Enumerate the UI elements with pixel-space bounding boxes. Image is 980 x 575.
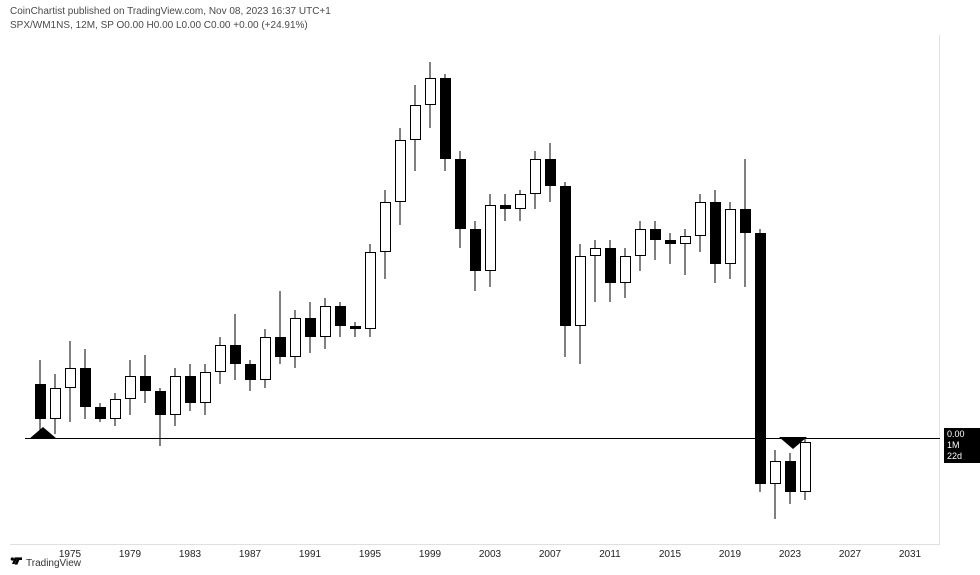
- tradingview-logo-icon: [10, 557, 22, 569]
- candle: [425, 35, 436, 529]
- candle: [545, 35, 556, 529]
- candle: [395, 35, 406, 529]
- candle: [620, 35, 631, 529]
- x-tick: 1983: [179, 549, 201, 560]
- candle: [560, 35, 571, 529]
- x-tick: 2027: [839, 549, 861, 560]
- x-tick: 1987: [239, 549, 261, 560]
- candle: [95, 35, 106, 529]
- candle: [725, 35, 736, 529]
- candle: [185, 35, 196, 529]
- candle: [455, 35, 466, 529]
- candle: [335, 35, 346, 529]
- symbol-info: SPX/WM1NS, 12M, SP O0.00 H0.00 L0.00 C0.…: [10, 20, 308, 31]
- candle: [500, 35, 511, 529]
- candle: [80, 35, 91, 529]
- candle: [650, 35, 661, 529]
- candle: [365, 35, 376, 529]
- candle: [200, 35, 211, 529]
- candle: [710, 35, 721, 529]
- candle: [245, 35, 256, 529]
- candle: [155, 35, 166, 529]
- x-tick: 2019: [719, 549, 741, 560]
- candle: [260, 35, 271, 529]
- candle: [110, 35, 121, 529]
- x-tick: 1991: [299, 549, 321, 560]
- candle: [770, 35, 781, 529]
- candle: [275, 35, 286, 529]
- price-scale-label: 0.00 1M 22d: [944, 428, 980, 463]
- candle: [665, 35, 676, 529]
- price-label-countdown: 1M 22d: [947, 440, 977, 462]
- price-label-value: 0.00: [947, 429, 977, 440]
- candle: [215, 35, 226, 529]
- candle: [785, 35, 796, 529]
- candle: [230, 35, 241, 529]
- x-tick: 1995: [359, 549, 381, 560]
- tradingview-text: TradingView: [26, 558, 81, 569]
- candle: [515, 35, 526, 529]
- candle: [350, 35, 361, 529]
- x-tick: 2011: [599, 549, 621, 560]
- x-tick: 2007: [539, 549, 561, 560]
- candle: [140, 35, 151, 529]
- candle: [485, 35, 496, 529]
- candle: [590, 35, 601, 529]
- candle: [695, 35, 706, 529]
- candle: [65, 35, 76, 529]
- candle: [530, 35, 541, 529]
- candle: [125, 35, 136, 529]
- x-tick: 2023: [779, 549, 801, 560]
- candle: [290, 35, 301, 529]
- candle: [35, 35, 46, 529]
- candle: [680, 35, 691, 529]
- candle: [740, 35, 751, 529]
- candle: [440, 35, 451, 529]
- x-tick: 1999: [419, 549, 441, 560]
- candle: [470, 35, 481, 529]
- x-tick: 2003: [479, 549, 501, 560]
- candlestick-chart[interactable]: 1975197919831987199119951999200320072011…: [10, 35, 940, 545]
- candle: [320, 35, 331, 529]
- candle: [410, 35, 421, 529]
- candle: [635, 35, 646, 529]
- candle: [605, 35, 616, 529]
- x-tick: 2031: [899, 549, 921, 560]
- x-tick: 1979: [119, 549, 141, 560]
- candle: [380, 35, 391, 529]
- candle: [50, 35, 61, 529]
- candle: [305, 35, 316, 529]
- publish-header: CoinChartist published on TradingView.co…: [10, 6, 331, 17]
- tradingview-attribution[interactable]: TradingView: [10, 557, 81, 569]
- candle: [575, 35, 586, 529]
- candle: [800, 35, 811, 529]
- candle: [170, 35, 181, 529]
- x-axis: 1975197919831987199119951999200320072011…: [10, 528, 939, 544]
- candle: [755, 35, 766, 529]
- x-tick: 2015: [659, 549, 681, 560]
